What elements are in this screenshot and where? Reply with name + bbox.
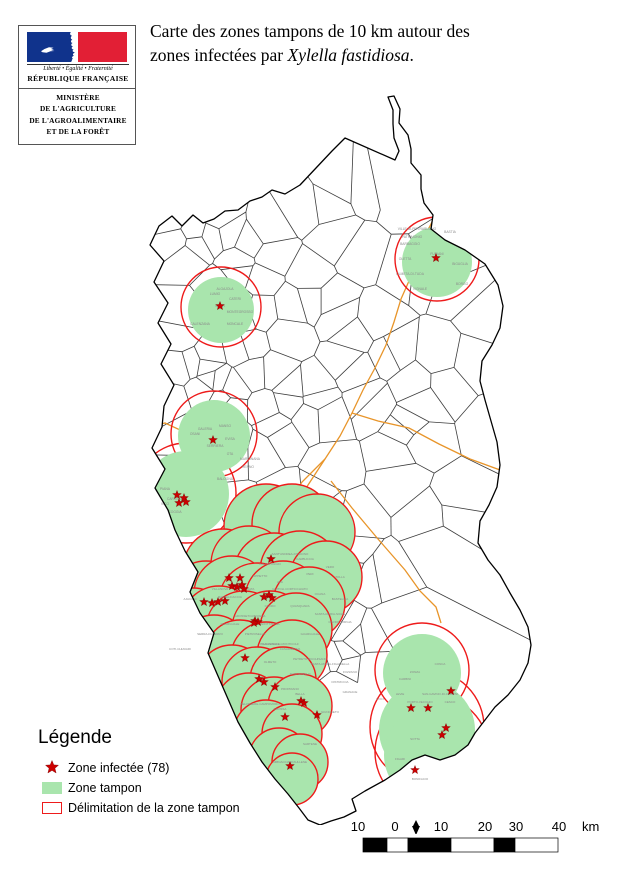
svg-text:MANSO: MANSO	[219, 424, 232, 428]
svg-text:QUASQUARA: QUASQUARA	[290, 604, 309, 608]
svg-text:PROPRIANO: PROPRIANO	[281, 687, 300, 691]
svg-text:PILA-CANALE: PILA-CANALE	[260, 642, 280, 646]
svg-text:GROSSA: GROSSA	[274, 707, 287, 711]
svg-text:PIANA: PIANA	[160, 487, 171, 491]
svg-text:OTA: OTA	[227, 452, 234, 456]
svg-text:GRANACE: GRANACE	[343, 690, 358, 694]
svg-text:AFA: AFA	[277, 580, 283, 584]
svg-text:BARBAGGIO: BARBAGGIO	[400, 242, 420, 246]
svg-text:OCANA: OCANA	[315, 592, 326, 596]
svg-text:PORTO-VECCHIO: PORTO-VECCHIO	[407, 700, 433, 704]
svg-text:GIUNCHETO: GIUNCHETO	[321, 710, 340, 714]
svg-text:SERRA-DI-FERRO: SERRA-DI-FERRO	[197, 632, 224, 636]
svg-text:APPIETTO: APPIETTO	[253, 574, 268, 578]
svg-text:CALCATOGGIO: CALCATOGGIO	[259, 562, 281, 566]
svg-text:GROSSETO-PRUGNA: GROSSETO-PRUGNA	[235, 614, 266, 618]
svg-text:CESCO: CESCO	[445, 700, 456, 704]
svg-text:PATRIMONIO: PATRIMONIO	[402, 235, 423, 239]
svg-text:SOTTA: SOTTA	[410, 737, 420, 741]
svg-text:RENNO: RENNO	[242, 465, 254, 469]
svg-text:FOCI: FOCI	[376, 697, 383, 701]
svg-text:SARTENE: SARTENE	[303, 742, 317, 746]
svg-text:GUITOLI-CORTICCHIATO: GUITOLI-CORTICCHIATO	[272, 587, 308, 591]
svg-text:MONTEGROSSO: MONTEGROSSO	[227, 310, 254, 314]
svg-text:COTI-CHIAVARI: COTI-CHIAVARI	[169, 647, 191, 651]
svg-text:FIGARI: FIGARI	[395, 757, 405, 761]
svg-text:BASTELICACCIA: BASTELICACCIA	[218, 595, 242, 599]
svg-text:SANTA-MARIA-SICHE: SANTA-MARIA-SICHE	[315, 612, 345, 616]
svg-text:MARIGNANA: MARIGNANA	[240, 457, 261, 461]
svg-text:BORGO: BORGO	[456, 282, 469, 286]
svg-text:SANTA-MARIA-FIGANIELLA: SANTA-MARIA-FIGANIELLA	[311, 662, 350, 666]
svg-text:LEVIE: LEVIE	[396, 692, 405, 696]
svg-text:OLMETO: OLMETO	[264, 660, 277, 664]
svg-text:ZONZA: ZONZA	[410, 670, 420, 674]
svg-text:OSANI: OSANI	[190, 432, 200, 436]
svg-text:EVISA: EVISA	[225, 437, 236, 441]
svg-text:OLMETA-DI-TUDA: OLMETA-DI-TUDA	[396, 272, 425, 276]
svg-text:GUARGUALE: GUARGUALE	[301, 632, 320, 636]
svg-text:CARBUCCIA: CARBUCCIA	[296, 557, 314, 561]
svg-text:BASTIA: BASTIA	[444, 230, 457, 234]
svg-text:BELVEDERE-CAMPOMORO: BELVEDERE-CAMPOMORO	[240, 702, 280, 706]
svg-text:OLETTA: OLETTA	[399, 257, 412, 261]
svg-text:AJACCIO: AJACCIO	[183, 597, 197, 601]
svg-text:SERRIERA: SERRIERA	[207, 444, 225, 448]
svg-text:GALERIA: GALERIA	[198, 427, 213, 431]
svg-text:ZOGLIANELLO: ZOGLIANELLO	[290, 672, 312, 676]
svg-text:BONIFACIO: BONIFACIO	[412, 777, 429, 781]
svg-text:CALENZANA: CALENZANA	[190, 322, 211, 326]
svg-text:GUARGUALE: GUARGUALE	[221, 622, 240, 626]
svg-text:CARBINI: CARBINI	[399, 677, 411, 681]
svg-text:PIETROSELLA: PIETROSELLA	[245, 632, 266, 636]
svg-text:CATERI: CATERI	[229, 297, 241, 301]
svg-text:FOZZANO: FOZZANO	[343, 670, 358, 674]
svg-text:ALGAJOLA: ALGAJOLA	[216, 287, 234, 291]
svg-text:VIGNALE: VIGNALE	[413, 287, 428, 291]
svg-text:DISTRICCIA: DISTRICCIA	[331, 680, 348, 684]
svg-text:TOLLA: TOLLA	[335, 575, 344, 579]
svg-text:FURIANI: FURIANI	[430, 252, 443, 256]
svg-text:VERO: VERO	[326, 565, 335, 569]
svg-text:PERI: PERI	[306, 572, 313, 576]
svg-text:SANT'ANDREA-D'ORCINO: SANT'ANDREA-D'ORCINO	[272, 552, 309, 556]
svg-text:CONCA: CONCA	[435, 662, 446, 666]
svg-text:BELLA: BELLA	[295, 692, 304, 696]
svg-text:BIGUGLIA: BIGUGLIA	[452, 262, 468, 266]
svg-text:VILLANOVA: VILLANOVA	[212, 587, 228, 591]
svg-text:CASALABRIVA: CASALABRIVA	[280, 647, 301, 651]
svg-text:BASTELICA: BASTELICA	[332, 597, 349, 601]
svg-text:CARDO-TORGIA: CARDO-TORGIA	[328, 620, 351, 624]
svg-text:BALOGNA: BALOGNA	[217, 477, 234, 481]
svg-text:COGGIA: COGGIA	[168, 510, 182, 514]
svg-text:AFFITTACCIA: AFFITTACCIA	[260, 622, 279, 626]
svg-text:MONCALE: MONCALE	[227, 322, 244, 326]
svg-text:PETRETO-BICCHISANO: PETRETO-BICCHISANO	[293, 657, 327, 661]
svg-text:CAURO: CAURO	[265, 604, 277, 608]
svg-text:LUMIO: LUMIO	[210, 292, 221, 296]
